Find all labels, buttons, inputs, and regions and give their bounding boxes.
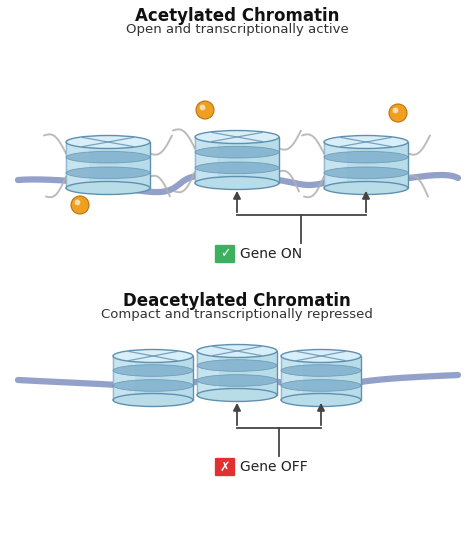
- Text: Gene OFF: Gene OFF: [240, 460, 308, 474]
- Ellipse shape: [195, 130, 279, 144]
- Ellipse shape: [281, 393, 361, 406]
- FancyBboxPatch shape: [281, 356, 361, 400]
- Ellipse shape: [324, 151, 408, 163]
- Ellipse shape: [197, 375, 277, 386]
- Ellipse shape: [281, 349, 361, 362]
- Circle shape: [196, 101, 214, 119]
- Ellipse shape: [66, 151, 150, 163]
- Text: ✓: ✓: [220, 248, 230, 261]
- FancyBboxPatch shape: [195, 137, 279, 183]
- Circle shape: [392, 108, 398, 113]
- FancyBboxPatch shape: [113, 356, 193, 400]
- FancyBboxPatch shape: [324, 142, 347, 188]
- Ellipse shape: [197, 344, 277, 358]
- Ellipse shape: [324, 135, 408, 149]
- FancyBboxPatch shape: [214, 457, 236, 477]
- Circle shape: [74, 200, 81, 205]
- FancyBboxPatch shape: [197, 351, 277, 395]
- Ellipse shape: [113, 365, 193, 376]
- FancyBboxPatch shape: [281, 356, 303, 400]
- Ellipse shape: [66, 182, 150, 195]
- Circle shape: [389, 104, 407, 122]
- FancyBboxPatch shape: [195, 137, 218, 183]
- Ellipse shape: [195, 146, 279, 158]
- Ellipse shape: [281, 379, 361, 392]
- Ellipse shape: [281, 365, 361, 376]
- FancyBboxPatch shape: [197, 351, 219, 395]
- Text: Gene ON: Gene ON: [240, 247, 302, 261]
- FancyBboxPatch shape: [113, 356, 135, 400]
- Ellipse shape: [66, 135, 150, 149]
- Ellipse shape: [195, 162, 279, 174]
- Text: ✗: ✗: [220, 460, 230, 474]
- Text: Open and transcriptionally active: Open and transcriptionally active: [126, 23, 348, 36]
- Ellipse shape: [324, 167, 408, 179]
- Ellipse shape: [113, 379, 193, 392]
- Ellipse shape: [197, 388, 277, 401]
- FancyBboxPatch shape: [324, 142, 408, 188]
- Circle shape: [200, 104, 205, 111]
- Ellipse shape: [324, 182, 408, 195]
- Ellipse shape: [197, 360, 277, 371]
- Text: Deacetylated Chromatin: Deacetylated Chromatin: [123, 292, 351, 310]
- Ellipse shape: [113, 349, 193, 362]
- Circle shape: [71, 196, 89, 214]
- FancyBboxPatch shape: [66, 142, 150, 188]
- Ellipse shape: [113, 393, 193, 406]
- Text: Compact and transcriptionally repressed: Compact and transcriptionally repressed: [101, 308, 373, 321]
- FancyBboxPatch shape: [66, 142, 89, 188]
- Text: Acetylated Chromatin: Acetylated Chromatin: [135, 7, 339, 25]
- Ellipse shape: [66, 167, 150, 179]
- Ellipse shape: [195, 177, 279, 190]
- FancyBboxPatch shape: [214, 244, 236, 264]
